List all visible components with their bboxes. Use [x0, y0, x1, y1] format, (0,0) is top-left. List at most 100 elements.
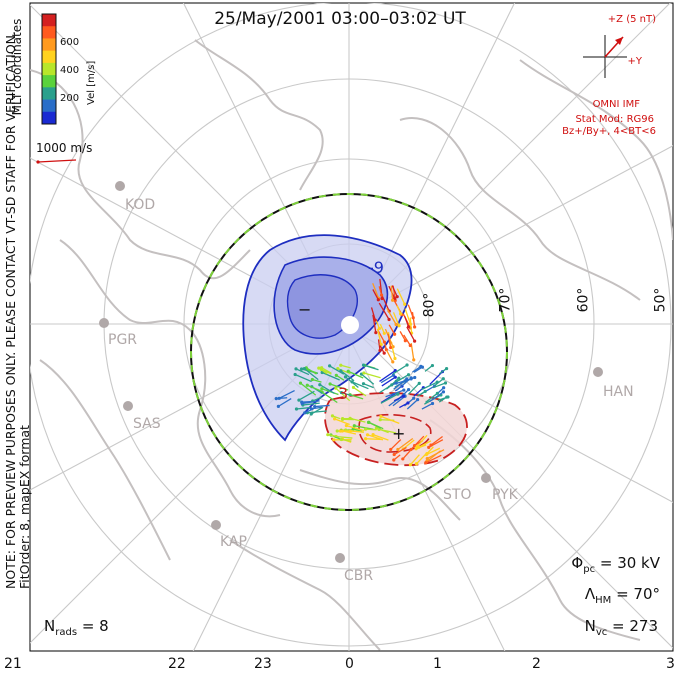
velocity-vector — [379, 384, 393, 394]
velocity-vector — [379, 370, 396, 383]
velocity-vector — [381, 376, 396, 387]
velocity-vector-origin — [376, 298, 380, 302]
velocity-vector-origin — [412, 358, 416, 362]
velocity-vector-origin — [361, 382, 366, 386]
velocity-vector — [302, 402, 320, 406]
velocity-vector-origin — [346, 369, 350, 373]
velocity-vector-origin — [378, 348, 382, 353]
velocity-vector-origin — [392, 458, 396, 462]
velocity-vector-origin — [334, 386, 338, 390]
latitude-label-50: 50° — [652, 287, 669, 313]
colorbar-tick-600: 600 — [60, 37, 80, 48]
phi-pc-value: = 30 kV — [599, 554, 660, 572]
velocity-vector-origin — [336, 366, 340, 371]
velocity-vector — [372, 433, 389, 441]
velocity-vector-origin — [379, 293, 384, 297]
velocity-vector — [386, 350, 394, 363]
velocity-vector — [298, 390, 315, 401]
colorbar-segment — [42, 99, 56, 113]
velocity-vector-origin — [435, 391, 440, 395]
velocity-vector-origin — [420, 365, 425, 369]
velocity-vector — [391, 285, 398, 297]
velocity-vector — [363, 372, 381, 379]
colorbar-segment — [42, 26, 56, 39]
velocity-vector-origin — [320, 387, 324, 391]
station-han: HAN — [603, 384, 634, 400]
velocity-vector-origin — [338, 429, 343, 433]
velocity-vector-origin — [401, 394, 406, 398]
velocity-vector-origin — [328, 382, 332, 386]
velocity-vector — [402, 439, 415, 450]
velocity-vector-origin — [406, 401, 410, 405]
velocity-vector — [426, 447, 441, 456]
velocity-vector — [349, 394, 364, 400]
velocity-scale-label: 1000 m/s — [36, 141, 93, 155]
velocity-vector-origin — [414, 462, 419, 466]
velocity-vector — [387, 333, 392, 348]
velocity-vector — [403, 334, 411, 346]
velocity-vector-origin — [435, 380, 439, 384]
velocity-scale-bar — [37, 159, 77, 163]
station-sto: STO — [443, 487, 472, 503]
velocity-vector-origin — [328, 364, 332, 368]
colorbar-frame — [41, 13, 57, 125]
velocity-vector-origin — [424, 452, 428, 457]
velocity-vector-origin — [300, 401, 304, 406]
velocity-vector-origin — [333, 417, 337, 421]
velocity-vector — [401, 376, 415, 384]
velocity-vector — [295, 368, 310, 376]
velocity-vector-origin — [274, 397, 278, 401]
velocity-vectors — [274, 278, 450, 467]
station-kap: KAP — [220, 534, 247, 550]
velocity-vector — [296, 406, 311, 410]
velocity-vector — [379, 324, 385, 334]
velocity-vector — [314, 404, 330, 408]
velocity-vector-origin — [442, 386, 446, 390]
velocity-vector-origin — [413, 325, 417, 329]
velocity-vector-origin — [362, 371, 366, 375]
n-vc-value: = 273 — [612, 617, 658, 635]
velocity-vector — [388, 324, 396, 335]
velocity-vector-origin — [406, 373, 411, 377]
velocity-vector — [421, 381, 438, 391]
velocity-vector — [390, 439, 402, 450]
velocity-vector — [418, 440, 432, 448]
lambda-hm-value: = 70° — [616, 585, 660, 603]
velocity-vector — [372, 314, 377, 333]
station-cbr: CBR — [344, 568, 374, 584]
velocity-vector-origin — [371, 432, 375, 437]
velocity-vector — [393, 446, 407, 456]
velocity-vector-origin — [302, 366, 306, 371]
velocity-vector-origin — [334, 373, 338, 377]
velocity-vector — [329, 383, 349, 391]
velocity-vector-origin — [339, 437, 343, 442]
velocity-vector — [305, 367, 317, 375]
velocity-vector-origin — [429, 443, 433, 447]
velocity-vector-origin — [398, 312, 403, 316]
velocity-vector — [393, 395, 404, 402]
velocity-vector — [425, 392, 438, 403]
velocity-vector — [363, 364, 379, 371]
velocity-vector-origin — [294, 367, 298, 371]
velocity-vector-origin — [430, 363, 435, 368]
velocity-vector — [409, 317, 413, 334]
velocity-vector — [380, 393, 399, 404]
velocity-vector — [346, 424, 365, 432]
mlt-label-2: 2 — [532, 656, 541, 672]
imf-stat-mod: Stat Mod: RG96 — [575, 114, 654, 125]
velocity-vector — [430, 435, 443, 446]
velocity-vector — [409, 454, 420, 466]
velocity-vector — [392, 364, 408, 375]
velocity-vector — [403, 315, 410, 327]
coastlines — [30, 39, 673, 651]
lambda-hm-stat: ΛHM = 70° — [585, 585, 660, 606]
velocity-vector-origin — [393, 356, 397, 361]
dawn-cell-fill — [324, 392, 468, 467]
velocity-vector-origin — [443, 381, 448, 385]
velocity-vector-origin — [299, 367, 304, 371]
dawn-cell-contour — [358, 413, 432, 453]
velocity-vector — [378, 302, 390, 320]
velocity-vector — [434, 378, 444, 387]
velocity-vector-origin — [430, 401, 435, 406]
velocity-vector — [399, 331, 406, 342]
